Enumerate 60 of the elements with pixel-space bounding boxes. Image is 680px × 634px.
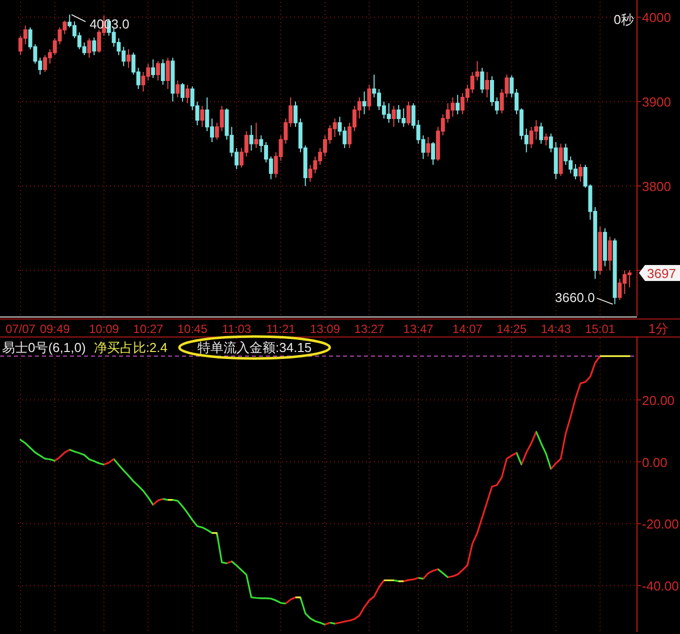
candlestick <box>180 82 185 102</box>
candlestick <box>544 133 548 146</box>
x-tick-label: 13:09 <box>310 322 340 336</box>
x-axis-title: 1分 <box>648 321 669 336</box>
candlestick <box>558 143 563 176</box>
candlestick <box>166 57 170 90</box>
y-tick-label: -40.00 <box>642 578 679 594</box>
candlestick <box>176 80 180 98</box>
x-tick-label: 14:43 <box>540 322 572 336</box>
candlestick <box>608 236 612 271</box>
candlestick <box>426 136 430 157</box>
x-tick-label: 10:45 <box>177 322 208 336</box>
annotation: 特单流入金额:34.15 <box>198 340 312 355</box>
candlestick <box>92 36 96 56</box>
annotation: 0秒 <box>614 12 634 27</box>
candlestick <box>456 94 460 115</box>
candlestick <box>87 38 92 58</box>
x-tick-label: 10:27 <box>133 322 164 336</box>
y-tick-label: 4000 <box>642 10 671 26</box>
candlestick <box>170 57 175 102</box>
x-tick-label: 11:21 <box>266 322 296 336</box>
candlestick <box>406 101 411 126</box>
x-tick-label: 15:01 <box>585 322 616 336</box>
candlestick <box>160 58 165 86</box>
candlestick <box>156 60 160 81</box>
candlestick <box>249 124 254 152</box>
candlestick <box>126 48 131 68</box>
annotation: 净买占比:2.4 <box>94 340 168 355</box>
candlestick <box>539 122 544 144</box>
annotation: 3660.0 <box>555 290 595 306</box>
y-tick-label: 0.00 <box>642 454 668 470</box>
y-tick-label: 20.00 <box>642 392 675 408</box>
candlestick <box>612 238 617 305</box>
chart-title: 易士0号(6,1,0) <box>2 340 86 355</box>
x-tick-label: 13:27 <box>354 322 385 336</box>
candlestick <box>254 122 258 149</box>
y-tick-label: 3800 <box>642 179 671 194</box>
candlestick <box>480 67 484 94</box>
y-tick-label: -20.00 <box>642 516 679 532</box>
candlestick <box>151 58 156 78</box>
candlestick <box>485 72 490 98</box>
x-tick-label: 09:49 <box>40 322 70 336</box>
candlestick <box>392 105 396 128</box>
x-tick-label: 10:09 <box>88 322 120 336</box>
candlestick <box>362 90 366 115</box>
x-tick-label: 14:07 <box>452 322 483 336</box>
candlestick <box>578 164 582 182</box>
candlestick <box>602 228 607 267</box>
candlestick <box>431 142 436 166</box>
x-tick-label: 11:03 <box>222 322 252 336</box>
candlestick <box>367 84 372 111</box>
x-tick-label: 07/07 <box>5 322 36 336</box>
candlestick <box>598 226 602 276</box>
line-series <box>20 355 630 626</box>
x-tick-label: 13:47 <box>403 322 434 336</box>
candlestick <box>200 105 204 128</box>
x-tick-label: 14:25 <box>496 322 527 336</box>
candlestick <box>185 84 190 104</box>
text: 3697 <box>647 266 676 281</box>
y-tick-label: 3900 <box>642 94 671 110</box>
